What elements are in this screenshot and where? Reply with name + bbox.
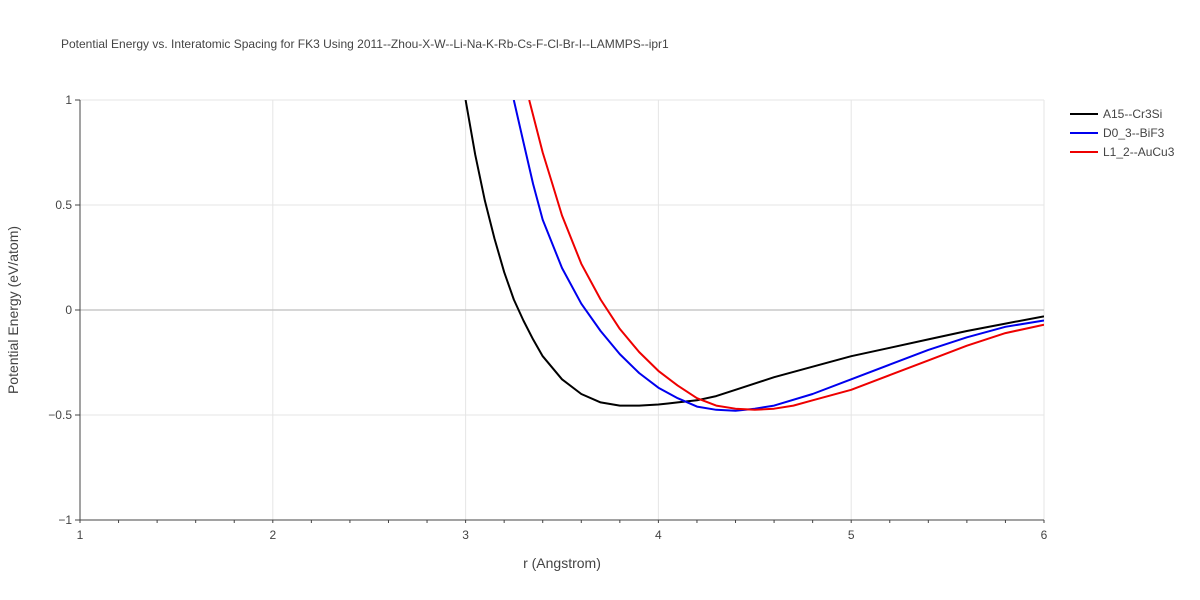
y-axis-title: Potential Energy (eV/atom) [5,226,21,394]
legend-label[interactable]: L1_2--AuCu3 [1103,145,1175,159]
x-tick-label: 5 [848,528,855,542]
series-line-2 [528,100,1044,411]
series-line-0 [464,100,1044,407]
tick-label-layer: 1 2 3 4 5 6 −1 −0.5 0 0.5 1 [48,93,1047,542]
x-tick-label: 1 [77,528,84,542]
y-tick-label: 0 [65,303,72,317]
x-tick-label: 3 [462,528,469,542]
legend[interactable]: A15--Cr3Si D0_3--BiF3 L1_2--AuCu3 [1070,107,1175,159]
series-layer [464,100,1044,412]
y-tick-label: 0.5 [55,198,72,212]
axis-layer [75,99,1045,523]
chart-title: Potential Energy vs. Interatomic Spacing… [61,37,669,51]
y-tick-label: −0.5 [48,408,72,422]
x-tick-label: 2 [269,528,276,542]
x-tick-label: 6 [1041,528,1048,542]
legend-label[interactable]: A15--Cr3Si [1103,107,1162,121]
x-axis-title: r (Angstrom) [523,555,601,571]
y-tick-label: −1 [58,513,72,527]
y-tick-label: 1 [65,93,72,107]
series-line-1 [512,100,1044,412]
x-tick-label: 4 [655,528,662,542]
legend-label[interactable]: D0_3--BiF3 [1103,126,1165,140]
